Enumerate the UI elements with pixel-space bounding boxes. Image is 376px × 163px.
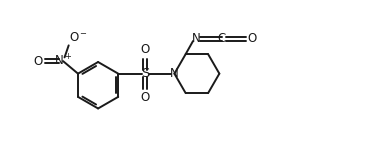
- Text: S: S: [141, 67, 149, 80]
- Text: N: N: [170, 67, 179, 80]
- Text: O: O: [141, 91, 150, 104]
- Text: O: O: [141, 43, 150, 56]
- Text: C: C: [218, 32, 226, 45]
- Text: O$^-$: O$^-$: [70, 31, 88, 44]
- Text: O: O: [33, 55, 42, 68]
- Text: O: O: [248, 32, 257, 45]
- Text: N: N: [192, 32, 201, 45]
- Text: N$^+$: N$^+$: [54, 53, 72, 69]
